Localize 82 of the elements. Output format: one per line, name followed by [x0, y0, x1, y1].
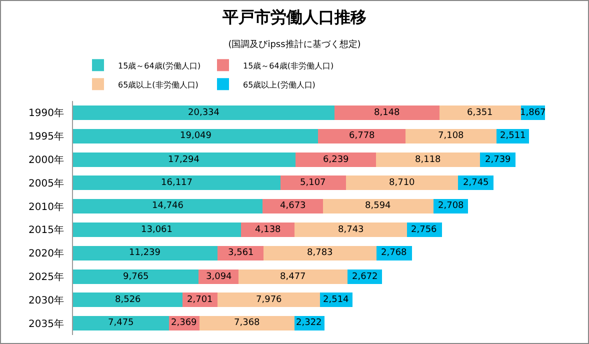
data-label: 8,783	[307, 248, 333, 258]
data-label: 17,294	[168, 155, 200, 165]
bar	[376, 152, 480, 167]
y-tick-label: 2025年	[28, 271, 64, 283]
data-label: 3,561	[228, 248, 254, 258]
y-tick-label: 2005年	[28, 177, 64, 190]
bar	[73, 246, 218, 260]
data-label: 2,745	[463, 178, 489, 188]
data-label: 14,746	[152, 201, 184, 211]
bar	[217, 292, 320, 308]
legend-label: 15歳～64歳(労働人口)	[118, 61, 201, 70]
data-label: 8,743	[338, 225, 364, 235]
data-label: 8,526	[115, 295, 142, 305]
y-tick-label: 2020年	[28, 248, 64, 260]
data-label: 20,334	[188, 108, 220, 118]
data-label: 5,107	[300, 178, 326, 188]
data-label: 6,351	[467, 108, 493, 118]
bar	[73, 269, 199, 284]
bar	[334, 105, 440, 120]
bar	[346, 176, 458, 190]
data-label: 6,239	[323, 155, 350, 165]
data-label: 7,108	[438, 131, 464, 141]
data-label: 2,756	[411, 225, 438, 235]
data-label: 2,672	[352, 272, 378, 282]
data-label: 2,768	[381, 248, 408, 258]
data-label: 9,765	[123, 272, 149, 282]
bar	[322, 199, 434, 214]
bar	[238, 269, 348, 284]
data-label: 2,701	[187, 295, 213, 305]
data-label: 8,710	[389, 178, 416, 188]
data-label: 3,094	[206, 272, 232, 282]
y-tick-label: 1990年	[28, 107, 64, 120]
bar	[73, 316, 170, 331]
data-label: 8,148	[374, 108, 400, 118]
y-tick-label: 2000年	[28, 154, 64, 166]
bar	[294, 222, 407, 237]
data-label: 2,322	[296, 318, 322, 328]
y-tick-label: 2015年	[28, 224, 64, 236]
data-label: 19,049	[180, 131, 212, 141]
data-label: 7,368	[234, 318, 260, 328]
legend-label: 65歳以上(非労働人口)	[118, 80, 198, 90]
data-label: 8,118	[415, 155, 442, 165]
legend-label: 65歳以上(労働人口)	[243, 80, 316, 90]
data-label: 13,061	[141, 225, 172, 235]
bar	[280, 176, 346, 190]
data-label: 6,778	[349, 131, 376, 141]
bar	[241, 222, 294, 237]
y-tick-label: 2010年	[28, 200, 64, 213]
bar	[439, 105, 522, 120]
bar	[295, 152, 376, 167]
bar	[73, 222, 242, 237]
data-label: 7,475	[108, 318, 134, 328]
data-label: 2,739	[485, 155, 512, 165]
bar	[263, 246, 376, 260]
data-label: 4,673	[280, 201, 306, 211]
bar	[262, 199, 323, 214]
data-label: 2,511	[500, 131, 526, 141]
bar	[405, 128, 497, 144]
bar	[73, 292, 183, 308]
data-label: 7,976	[256, 295, 282, 305]
y-tick-label: 2030年	[28, 294, 64, 306]
bar	[73, 105, 335, 120]
chart-subtitle: (国調及びipss推計に基づく想定)	[228, 39, 361, 50]
data-label: 2,514	[323, 295, 350, 305]
chart-title: 平戸市労働人口推移	[222, 7, 366, 26]
legend-label: 15歳～64歳(非労働人口)	[243, 61, 334, 70]
data-label: 2,708	[438, 201, 464, 211]
y-tick-label: 1995年	[28, 130, 64, 143]
data-label: 2,369	[171, 318, 198, 328]
data-label: 1,867	[520, 108, 546, 118]
y-tick-label: 2035年	[28, 318, 64, 330]
bar	[73, 128, 318, 144]
data-label: 8,594	[365, 201, 392, 211]
bar	[318, 128, 406, 144]
data-label: 11,239	[129, 248, 161, 258]
data-label: 4,138	[255, 225, 282, 235]
bar	[200, 316, 294, 331]
data-label: 8,477	[280, 272, 306, 282]
bar	[73, 176, 280, 190]
bar	[73, 152, 296, 167]
bar	[73, 199, 263, 214]
data-label: 16,117	[161, 178, 192, 188]
